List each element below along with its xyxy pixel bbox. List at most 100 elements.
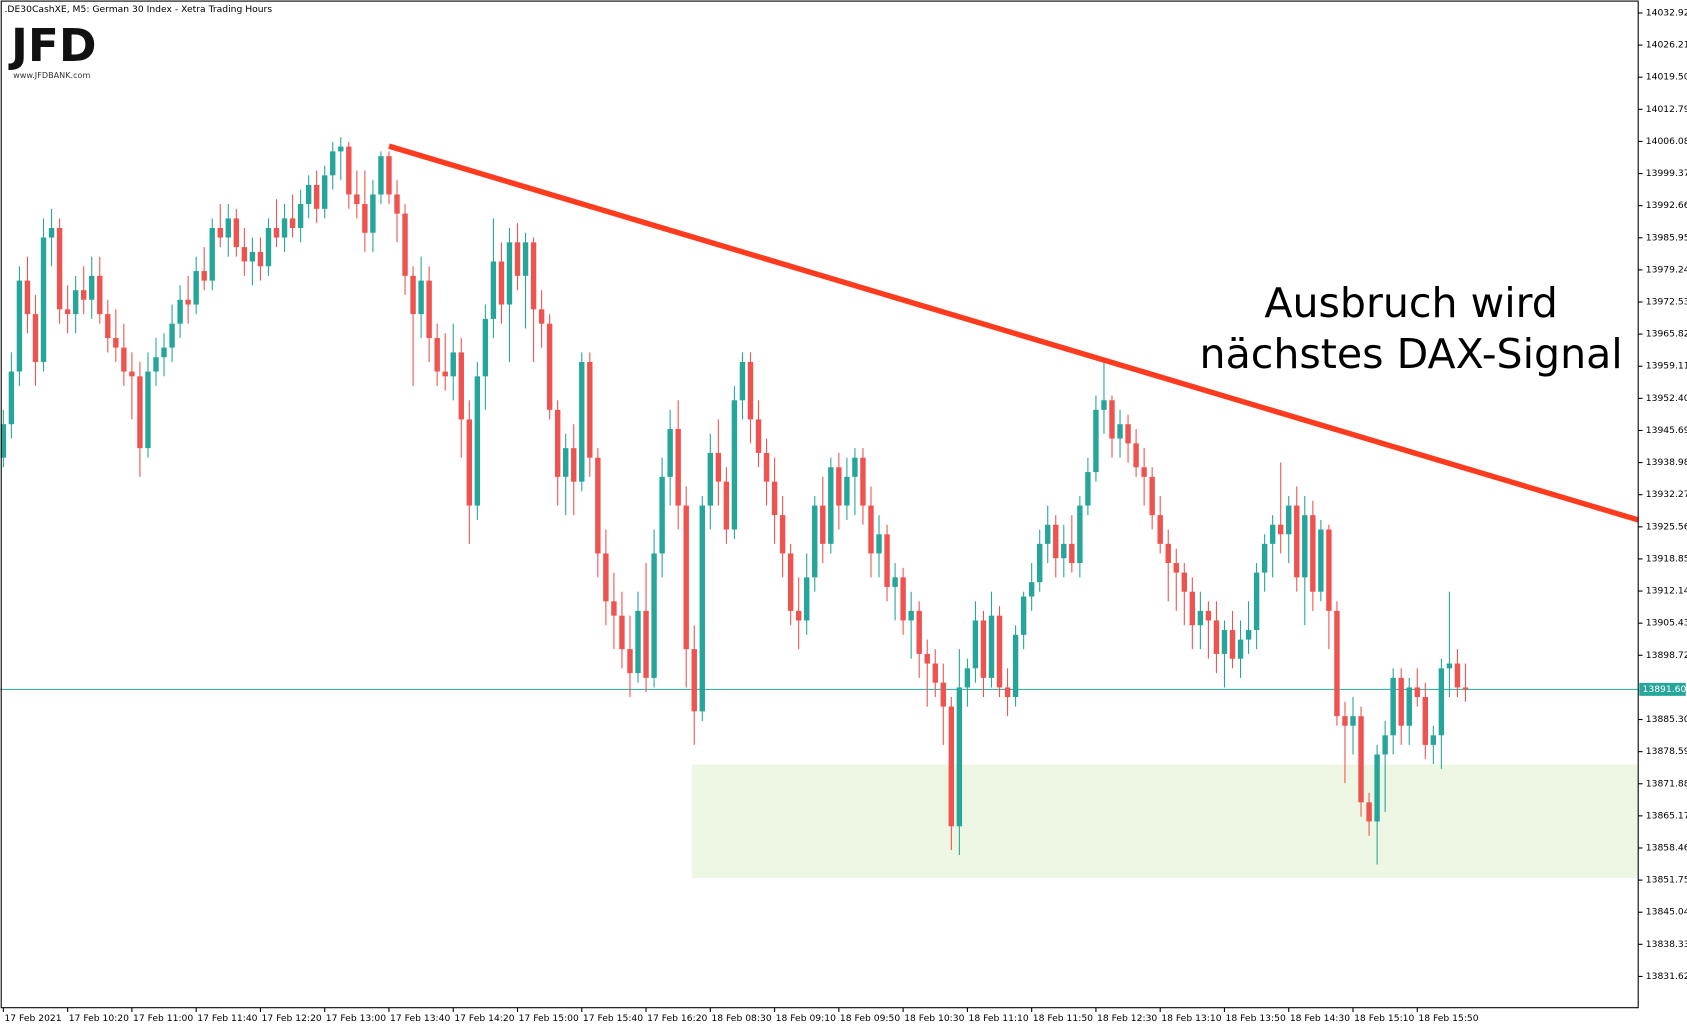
candle-body — [265, 227, 272, 267]
candle-body — [330, 151, 336, 176]
candle-body — [1302, 515, 1308, 578]
candle-body — [40, 237, 47, 362]
candle-body — [1165, 543, 1171, 564]
candle-body — [426, 280, 432, 339]
candle-body — [1374, 754, 1380, 822]
candle-body — [1069, 543, 1075, 564]
candle-body — [611, 601, 617, 616]
candle-body — [105, 314, 111, 339]
candle-body — [755, 419, 762, 453]
x-tick-label: 18 Feb 08:30 — [711, 1013, 771, 1024]
candle-body — [1028, 582, 1035, 597]
x-tick-label: 17 Feb 14:20 — [454, 1013, 514, 1024]
y-tick-label: 13912.14 — [1646, 586, 1687, 597]
y-tick-label: 13845.04 — [1646, 907, 1687, 918]
candle-body — [386, 156, 392, 195]
candle-body — [731, 400, 738, 530]
candle-body — [1269, 524, 1276, 544]
candle-body — [1205, 610, 1212, 621]
x-tick-label: 18 Feb 10:30 — [904, 1013, 964, 1024]
candle-body — [1350, 716, 1356, 726]
candle-body — [1438, 668, 1445, 736]
candle-body — [988, 615, 995, 678]
candle-body — [153, 357, 159, 372]
chart-title: .DE30CashXE, M5: German 30 Index - Xetra… — [4, 4, 272, 15]
candle-body — [1334, 610, 1340, 717]
y-tick-label: 13952.40 — [1646, 393, 1687, 404]
y-tick-label: 13871.88 — [1646, 778, 1687, 789]
candle-body — [1085, 472, 1091, 506]
candle-body — [595, 457, 601, 554]
candle-body — [1366, 802, 1372, 822]
candle-body — [836, 467, 842, 506]
candle-body — [538, 309, 545, 324]
candle-body — [145, 371, 151, 449]
candle-body — [185, 299, 191, 305]
candle-body — [587, 361, 593, 458]
candle-body — [1109, 400, 1115, 439]
candle-body — [707, 452, 714, 506]
candle-body — [1117, 424, 1123, 439]
candle-body — [1286, 505, 1292, 535]
annotation: Ausbruch wird — [1264, 279, 1557, 327]
y-tick-label: 13972.53 — [1646, 297, 1687, 308]
x-tick-label: 17 Feb 12:20 — [262, 1013, 322, 1024]
candle-body — [1189, 591, 1196, 626]
x-tick-label: 17 Feb 13:00 — [326, 1013, 386, 1024]
candle-body — [522, 242, 529, 276]
candle-body — [24, 280, 31, 315]
candle-body — [1326, 529, 1332, 611]
candle-body — [579, 361, 585, 482]
candle-body — [450, 352, 456, 377]
x-tick-label: 17 Feb 16:20 — [647, 1013, 707, 1024]
candle-body — [1012, 634, 1019, 698]
candle-body — [129, 371, 135, 377]
candle-body — [546, 323, 553, 410]
candle-body — [442, 371, 448, 377]
candle-body — [201, 271, 207, 281]
candle-body — [932, 663, 938, 683]
candle-body — [64, 309, 71, 315]
candle-body — [916, 610, 922, 654]
candle-body — [137, 376, 143, 449]
candle-body — [8, 371, 15, 425]
y-tick-label: 13838.33 — [1646, 939, 1687, 950]
candle-body — [1045, 524, 1051, 544]
candle-body — [1398, 677, 1404, 726]
candle-body — [691, 649, 697, 712]
y-tick-label: 13878.59 — [1646, 746, 1687, 757]
plot-area — [0, 137, 1639, 878]
candle-body — [1173, 563, 1179, 573]
candle-body — [322, 175, 328, 209]
candle-body — [884, 534, 890, 587]
candle-body — [56, 227, 63, 310]
candle-body — [563, 448, 569, 477]
candle-body — [763, 452, 770, 482]
x-tick-label: 18 Feb 12:30 — [1097, 1013, 1157, 1024]
candle-body — [113, 338, 119, 348]
candle-body — [1133, 443, 1139, 468]
candle-body — [868, 505, 874, 554]
candle-body — [699, 505, 705, 712]
candle-body — [635, 610, 641, 674]
candle-body — [1406, 687, 1412, 726]
frame — [0, 0, 1639, 1009]
candle-body — [233, 218, 240, 248]
support-zone — [691, 764, 1639, 878]
candle-body — [1237, 639, 1244, 659]
candle-body — [659, 476, 665, 554]
y-tick-label: 13965.82 — [1646, 329, 1687, 340]
candle-body — [1141, 467, 1147, 477]
candle-body — [370, 194, 376, 233]
y-tick-label: 13985.95 — [1646, 232, 1687, 243]
current-price-box — [1639, 682, 1686, 696]
candle-body — [1157, 515, 1163, 544]
x-tick-label: 18 Feb 15:50 — [1418, 1013, 1478, 1024]
candle-body — [490, 261, 497, 319]
candle-body — [1213, 620, 1220, 654]
candle-body — [257, 251, 264, 267]
candle-body — [820, 505, 826, 544]
x-tick-label: 18 Feb 14:30 — [1290, 1013, 1350, 1024]
x-tick-label: 18 Feb 09:10 — [776, 1013, 836, 1024]
candle-body — [1462, 687, 1469, 690]
